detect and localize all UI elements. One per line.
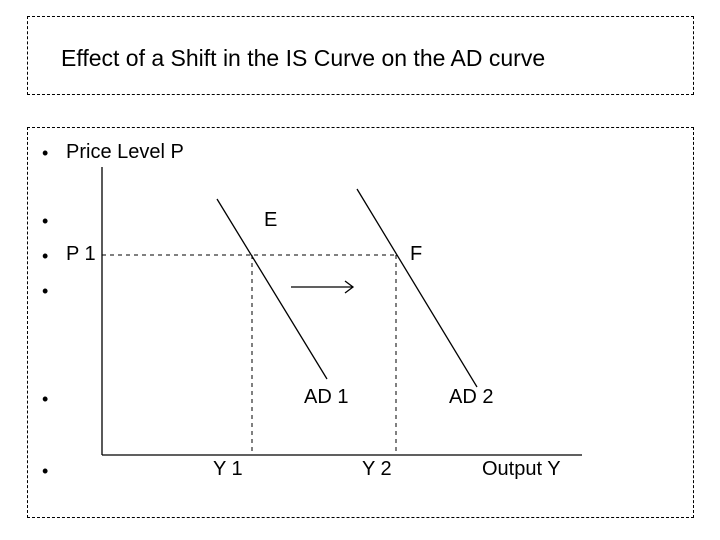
ad2-line [357, 189, 477, 387]
ad-curve-chart [27, 127, 694, 518]
slide-title: Effect of a Shift in the IS Curve on the… [61, 45, 545, 72]
title-box: Effect of a Shift in the IS Curve on the… [27, 16, 694, 95]
ad1-line [217, 199, 327, 379]
